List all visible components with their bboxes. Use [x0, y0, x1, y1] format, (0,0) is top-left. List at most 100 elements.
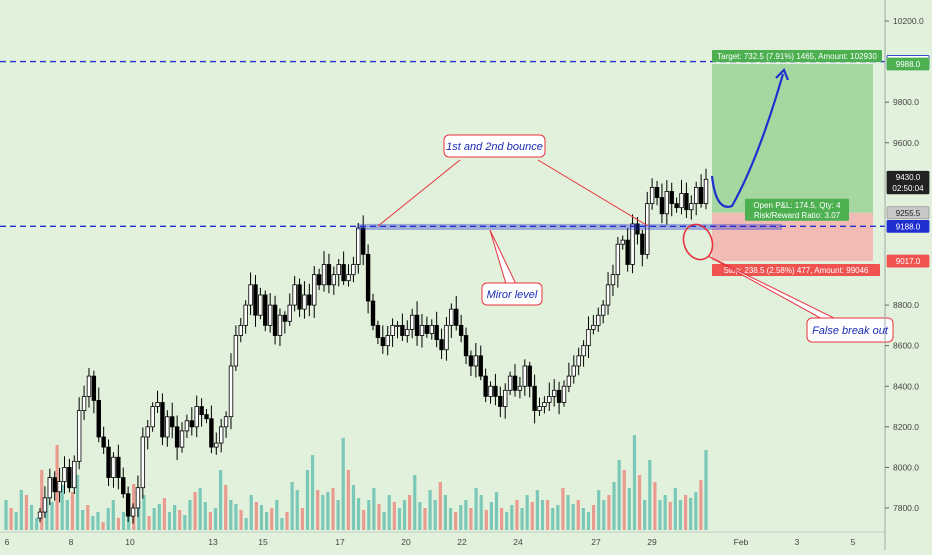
- candle-down: [170, 416, 175, 428]
- candle-up: [409, 314, 415, 330]
- volume-bar: [188, 500, 192, 530]
- volume-bar: [510, 505, 514, 530]
- volume-bar: [356, 498, 361, 530]
- candle-up: [302, 294, 307, 310]
- price-tick-label: 9600.0: [893, 138, 919, 148]
- candle-down: [101, 436, 106, 448]
- volume-bar: [285, 512, 289, 530]
- volume-bar: [637, 475, 642, 530]
- volume-bar: [556, 505, 560, 530]
- volume-bar: [377, 504, 381, 530]
- volume-bar: [663, 495, 667, 530]
- volume-bar: [346, 470, 350, 530]
- candle-up: [390, 324, 395, 336]
- volume-bar: [525, 495, 529, 530]
- volume-bar: [571, 504, 575, 530]
- volume-bar: [65, 500, 69, 530]
- candle-down: [297, 284, 302, 310]
- miror-callout-box: [481, 282, 543, 306]
- candle-up: [321, 264, 327, 286]
- price-label-box: [886, 181, 930, 195]
- candle-down: [556, 389, 562, 403]
- volume-bar: [70, 492, 75, 530]
- volume-bar: [515, 500, 519, 530]
- volume-bar: [469, 508, 473, 530]
- candle-down: [341, 264, 346, 282]
- volume-bar: [612, 482, 616, 530]
- volume-bar: [704, 450, 708, 530]
- candle-up: [547, 395, 552, 403]
- miror-callout-text: Miror level: [487, 289, 538, 301]
- volume-bar: [193, 492, 197, 530]
- candle-up: [405, 329, 410, 336]
- candle-up: [630, 223, 635, 265]
- candle-up: [336, 264, 341, 276]
- risk-reward-text: Risk/Reward Ratio: 3.07: [754, 211, 841, 220]
- time-tick-label: 3: [795, 537, 800, 547]
- volume-bar: [305, 470, 310, 530]
- candle-up: [150, 406, 155, 428]
- candle-up: [351, 264, 356, 276]
- candle-down: [91, 375, 97, 401]
- candle-down: [434, 324, 439, 340]
- volume-bar: [362, 510, 366, 530]
- candle-down: [424, 324, 430, 334]
- candle-up: [581, 345, 586, 357]
- volume-bar: [423, 508, 427, 530]
- volume-bar: [617, 460, 621, 530]
- volume-bar: [91, 516, 95, 530]
- candle-up: [703, 178, 709, 205]
- volume-bar: [249, 495, 253, 530]
- volume-bar: [668, 502, 672, 530]
- volume-bar: [157, 504, 161, 530]
- volume-bar: [418, 502, 422, 530]
- candle-down: [498, 395, 503, 407]
- volume-bar: [81, 510, 85, 530]
- volume-bar: [597, 490, 601, 530]
- candle-down: [454, 308, 459, 326]
- volume-bar: [387, 495, 391, 530]
- volume-bar: [551, 508, 555, 530]
- candle-down: [160, 402, 165, 438]
- candle-up: [488, 385, 493, 397]
- candle-down: [483, 375, 488, 397]
- candle-down: [654, 186, 660, 198]
- candle-down: [96, 400, 101, 438]
- volume-bar: [86, 505, 90, 530]
- candle-up: [179, 430, 185, 448]
- volume-bar: [137, 502, 141, 530]
- volume-bar: [19, 490, 23, 530]
- price-label-text: 9188.0: [896, 222, 921, 231]
- volume-bar: [336, 500, 340, 530]
- candle-up: [223, 416, 229, 428]
- volume-bar: [310, 455, 315, 530]
- volume-bar: [591, 505, 596, 530]
- candle-down: [116, 456, 121, 478]
- volume-bar: [382, 512, 386, 530]
- volume-bar: [561, 488, 565, 530]
- price-label-text: 9430.0: [896, 173, 921, 182]
- volume-bar: [448, 508, 453, 530]
- volume-bar: [321, 495, 325, 530]
- time-tick-label: 27: [591, 537, 601, 547]
- candle-up: [689, 203, 694, 211]
- volume-bar: [45, 498, 49, 530]
- volume-bar: [474, 488, 478, 530]
- volume-bar: [326, 492, 330, 530]
- volume-bar: [208, 512, 212, 530]
- volume-bar: [627, 488, 631, 530]
- candle-down: [463, 335, 469, 357]
- volume-bar: [198, 488, 202, 530]
- volume-bar: [500, 508, 504, 530]
- time-tick-label: 29: [647, 537, 657, 547]
- stop-label-text: Stop: 238.5 (2.58%) 477, Amount: 99046: [724, 266, 870, 275]
- candle-up: [76, 410, 82, 462]
- candle-up: [218, 426, 224, 444]
- volume-bar: [218, 470, 223, 530]
- volume-bar: [35, 518, 39, 530]
- open-pl-text: Open P&L: 174.5, Qty: 4: [753, 201, 841, 210]
- candle-up: [664, 191, 670, 215]
- candle-up: [571, 365, 576, 377]
- candle-down: [209, 418, 214, 448]
